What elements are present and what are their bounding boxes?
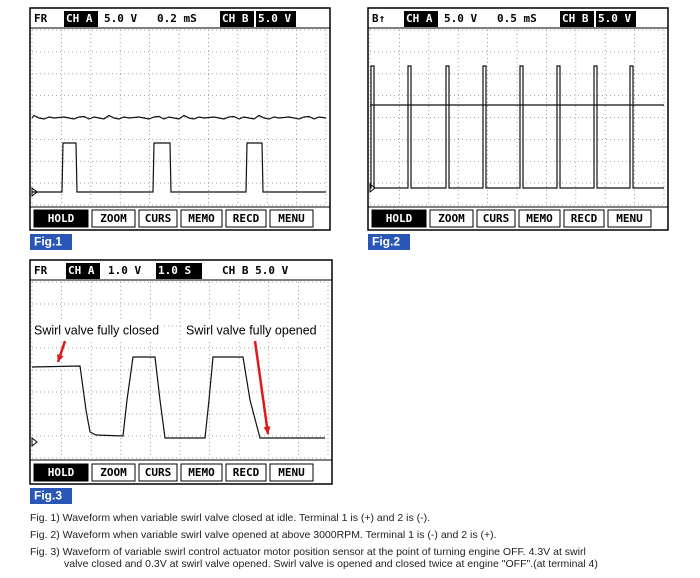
button-label: RECD <box>571 212 598 225</box>
figure-label-box <box>30 234 72 250</box>
button-label: RECD <box>233 212 260 225</box>
header-text: 5.0 V <box>104 12 137 25</box>
button-label: RECD <box>233 466 260 479</box>
button-label: MEMO <box>188 212 215 225</box>
button-label: MENU <box>616 212 643 225</box>
caption-line: Fig. 3) Waveform of variable swirl contr… <box>30 546 586 558</box>
button <box>563 209 605 228</box>
button <box>225 463 267 482</box>
button <box>180 463 223 482</box>
button <box>476 209 516 228</box>
header-text: 1.0 V <box>108 264 141 277</box>
arrow-head <box>263 426 271 434</box>
annotation: Swirl valve fully closed <box>34 323 159 337</box>
button-label: MEMO <box>526 212 553 225</box>
button-label: HOLD <box>48 466 75 479</box>
button <box>91 209 136 228</box>
header-highlight <box>596 11 636 27</box>
header-highlight <box>560 11 594 27</box>
button <box>138 463 178 482</box>
header-text: 5.0 V <box>598 12 631 25</box>
button-label: MENU <box>278 212 305 225</box>
ground-marker <box>31 186 38 198</box>
button <box>33 209 89 228</box>
waveform <box>31 114 327 120</box>
button <box>607 209 652 228</box>
header-text: 1.0 S <box>158 264 191 277</box>
button-label: ZOOM <box>438 212 465 225</box>
header-highlight <box>404 11 438 27</box>
button <box>269 209 314 228</box>
figure-label: Fig.3 <box>34 489 62 503</box>
button-label: MENU <box>278 466 305 479</box>
button <box>269 463 314 482</box>
button-label: ZOOM <box>100 212 127 225</box>
button <box>138 209 178 228</box>
header-text: CH B <box>222 12 249 25</box>
button-label: MEMO <box>188 466 215 479</box>
button-label: CURS <box>483 212 510 225</box>
header-text: CH A <box>406 12 433 25</box>
header-text: CH B 5.0 V <box>222 264 289 277</box>
button <box>518 209 561 228</box>
button <box>429 209 474 228</box>
header-text: 0.2 mS <box>157 12 197 25</box>
button-label: CURS <box>145 466 172 479</box>
caption-line: Fig. 1) Waveform when variable swirl val… <box>30 512 431 524</box>
header-text: FR <box>34 12 48 25</box>
header-highlight <box>64 11 98 27</box>
header-text: CH A <box>66 12 93 25</box>
scopes: FR CH A 5.0 V 0.2 mS CH B 5.0 V HOLD ZOOM CURS ME… <box>29 7 669 504</box>
caption-line: valve closed and 0.3V at swirl valve ope… <box>64 558 598 570</box>
caption: Fig. 3) Waveform of variable swirl contr… <box>30 546 598 570</box>
header-highlight <box>220 11 254 27</box>
header-text: 5.0 V <box>258 12 291 25</box>
header-highlight <box>256 11 296 27</box>
button <box>371 209 427 228</box>
annotation-bg <box>184 322 320 340</box>
header-text: 0.5 mS <box>497 12 537 25</box>
figure-label: Fig.1 <box>34 235 62 249</box>
figure-label: Fig.2 <box>372 235 400 249</box>
figure-label-box <box>30 488 72 504</box>
header-text: B↑ <box>372 12 385 25</box>
waveform <box>32 142 326 193</box>
scope-frame <box>29 259 333 485</box>
waveform <box>370 65 664 189</box>
arrow-shaft <box>253 340 270 435</box>
header-highlight <box>156 263 202 279</box>
button <box>91 463 136 482</box>
header-text: CH A <box>68 264 95 277</box>
button-label: HOLD <box>386 212 413 225</box>
header-text: FR <box>34 264 48 277</box>
ground-marker <box>31 436 38 448</box>
scope-frame <box>367 7 669 231</box>
button-label: HOLD <box>48 212 75 225</box>
header-text: CH B <box>562 12 589 25</box>
button <box>180 209 223 228</box>
header-highlight <box>66 263 100 279</box>
caption-line: Fig. 2) Waveform when variable swirl val… <box>30 529 497 541</box>
header-text: 5.0 V <box>444 12 477 25</box>
arrow-head <box>56 354 64 362</box>
ground-marker <box>369 182 376 194</box>
waveform <box>31 356 325 439</box>
annotation-bg <box>32 322 162 340</box>
caption: Fig. 1) Waveform when variable swirl val… <box>30 512 430 524</box>
caption: Fig. 2) Waveform when variable swirl val… <box>30 529 497 541</box>
figure-label-box <box>368 234 410 250</box>
button-label: CURS <box>145 212 172 225</box>
button <box>33 463 89 482</box>
button-label: ZOOM <box>100 466 127 479</box>
button <box>225 209 267 228</box>
annotation: Swirl valve fully opened <box>186 323 317 337</box>
